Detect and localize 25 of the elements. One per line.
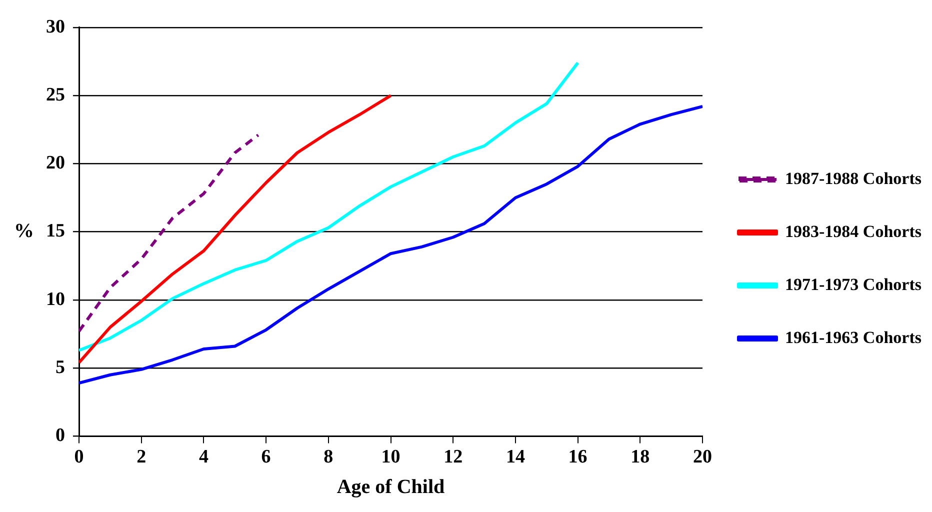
x-tick-label: 4 — [198, 446, 209, 468]
y-tick-label: 15 — [46, 220, 65, 242]
legend-label: 1971-1973 Cohorts — [785, 274, 922, 294]
legend-label: 1983-1984 Cohorts — [785, 222, 922, 241]
x-tick-label: 0 — [74, 446, 84, 468]
y-axis-title: % — [14, 220, 34, 242]
legend-label: 1987-1988 Cohorts — [785, 168, 922, 188]
x-tick-label: 8 — [324, 446, 334, 468]
x-tick-label: 12 — [444, 446, 463, 468]
x-tick-label: 16 — [568, 446, 588, 468]
line-series — [79, 134, 260, 333]
y-tick-label: 30 — [46, 16, 65, 38]
x-tick-label: 20 — [693, 446, 712, 468]
x-axis-title: Age of Child — [336, 476, 445, 498]
x-tick-label: 6 — [261, 446, 271, 468]
x-tick-label: 10 — [381, 446, 400, 468]
y-tick-label: 20 — [46, 152, 65, 174]
legend-label: 1961-1963 Cohorts — [785, 328, 922, 347]
x-tick-label: 2 — [136, 446, 146, 468]
y-tick-label: 0 — [56, 425, 65, 446]
x-tick-label: 18 — [630, 446, 650, 468]
x-tick-label: 14 — [506, 446, 526, 468]
y-tick-label: 5 — [56, 356, 65, 378]
y-tick-label: 10 — [46, 288, 65, 310]
y-tick-label: 25 — [46, 84, 65, 106]
